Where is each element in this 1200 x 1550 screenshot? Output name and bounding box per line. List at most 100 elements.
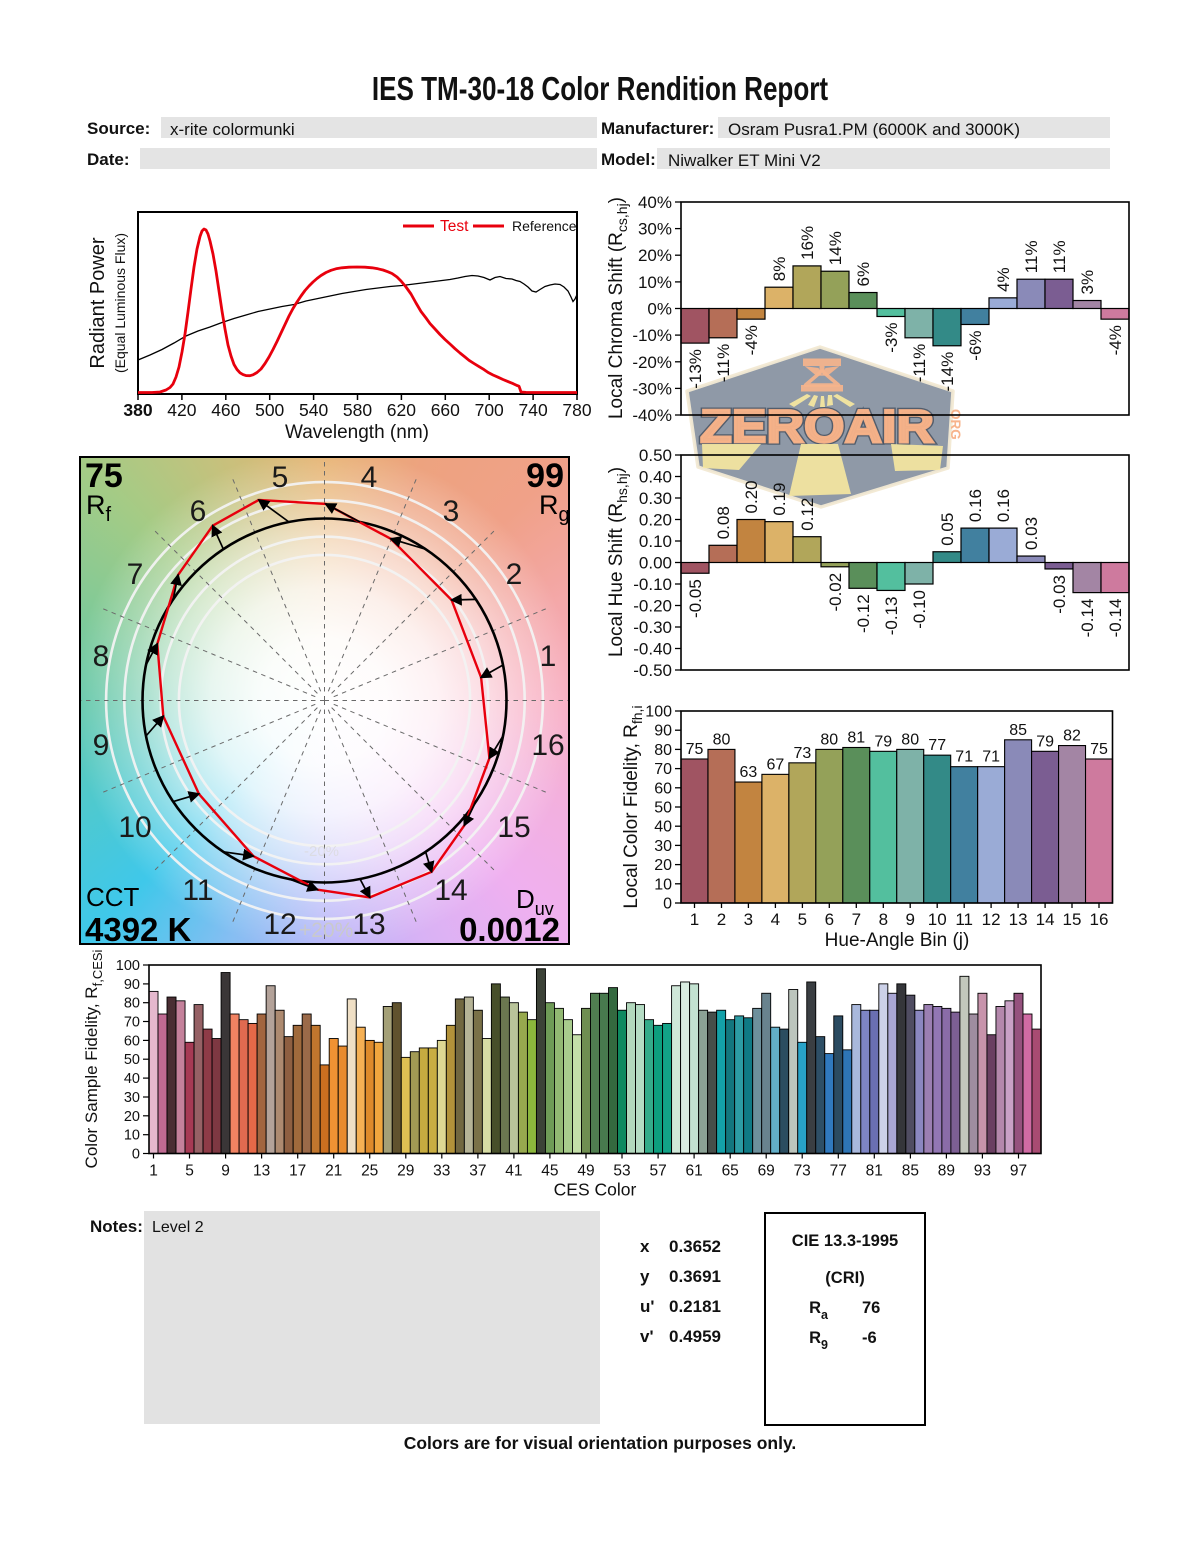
svg-text:-0.10: -0.10 [910,590,929,629]
svg-text:1: 1 [690,910,699,929]
svg-text:81: 81 [866,1163,883,1180]
svg-text:9: 9 [905,910,914,929]
svg-text:40: 40 [124,1071,140,1087]
svg-text:420: 420 [167,400,196,420]
svg-text:13: 13 [253,1163,270,1180]
svg-text:780: 780 [562,400,591,420]
svg-text:90: 90 [124,977,140,993]
svg-text:Wavelength (nm): Wavelength (nm) [285,422,429,443]
svg-text:80: 80 [124,996,140,1012]
svg-text:20%: 20% [638,246,672,265]
svg-text:-20%: -20% [632,353,672,372]
svg-text:73: 73 [794,745,812,762]
svg-text:16%: 16% [798,226,817,260]
svg-text:Hue-Angle Bin (j): Hue-Angle Bin (j) [825,930,970,951]
svg-text:93: 93 [974,1163,991,1180]
svg-text:77: 77 [928,737,946,754]
svg-text:-0.40: -0.40 [633,640,672,659]
svg-text:90: 90 [654,723,672,740]
svg-text:81: 81 [847,730,865,747]
svg-text:0.08: 0.08 [714,506,733,539]
svg-text:13: 13 [1009,910,1028,929]
svg-text:77: 77 [830,1163,847,1180]
svg-text:80: 80 [654,742,672,759]
svg-text:460: 460 [211,400,240,420]
svg-text:79: 79 [1036,733,1054,750]
svg-text:10%: 10% [638,273,672,292]
svg-text:-3%: -3% [882,323,901,353]
svg-text:70: 70 [124,1015,140,1031]
svg-text:-0.05: -0.05 [686,579,705,618]
svg-text:-14%: -14% [938,352,957,392]
svg-text:0.16: 0.16 [966,489,985,522]
svg-text:67: 67 [767,756,785,773]
svg-text:82: 82 [1063,728,1081,745]
svg-text:71: 71 [982,749,1000,766]
svg-text:6: 6 [825,910,834,929]
svg-text:69: 69 [758,1163,775,1180]
svg-text:-10%: -10% [632,326,672,345]
svg-text:CIE 13.3-1995: CIE 13.3-1995 [792,1232,898,1250]
svg-text:580: 580 [343,400,372,420]
svg-text:3: 3 [744,910,753,929]
svg-text:-0.10: -0.10 [633,575,672,594]
svg-text:-0.20: -0.20 [633,597,672,616]
svg-text:5: 5 [798,910,807,929]
svg-text:Color Sample Fidelity, Rf,CESi: Color Sample Fidelity, Rf,CESi [82,949,105,1168]
svg-text:9: 9 [93,729,110,762]
svg-text:30: 30 [124,1090,140,1106]
svg-text:57: 57 [649,1163,666,1180]
svg-text:8%: 8% [770,257,789,282]
svg-text:660: 660 [431,400,460,420]
svg-text:50: 50 [124,1052,140,1068]
svg-text:7: 7 [127,558,144,591]
svg-text:80: 80 [901,731,919,748]
svg-text:10: 10 [118,811,151,844]
svg-text:100: 100 [116,958,140,974]
svg-text:71: 71 [955,749,973,766]
svg-text:-0.50: -0.50 [633,661,672,680]
svg-text:75: 75 [85,457,123,495]
svg-text:97: 97 [1010,1163,1027,1180]
svg-text:1: 1 [149,1163,158,1180]
svg-text:85: 85 [902,1163,919,1180]
svg-text:(Equal Luminous Flux): (Equal Luminous Flux) [112,233,128,373]
svg-text:-11%: -11% [714,344,733,382]
svg-text:0.00: 0.00 [639,554,672,573]
svg-text:-0.12: -0.12 [854,594,873,633]
svg-text:2: 2 [717,910,726,929]
svg-text:53: 53 [613,1163,630,1180]
svg-text:63: 63 [740,764,758,781]
svg-text:12: 12 [263,908,296,941]
svg-text:50: 50 [654,800,672,817]
svg-text:40%: 40% [638,193,672,212]
svg-text:10: 10 [928,910,947,929]
svg-text:70: 70 [654,761,672,778]
svg-text:540: 540 [299,400,328,420]
svg-text:-6%: -6% [966,331,985,361]
svg-text:0.30: 0.30 [639,489,672,508]
svg-text:-4%: -4% [742,325,761,355]
svg-text:2: 2 [506,558,523,591]
svg-text:-13%: -13% [686,349,705,389]
svg-text:6%: 6% [854,262,873,287]
svg-text:11%: 11% [1050,240,1069,273]
svg-text:0: 0 [663,896,672,913]
svg-text:99: 99 [526,457,564,495]
svg-text:0.50: 0.50 [639,446,672,465]
svg-text:3: 3 [443,495,460,528]
svg-text:-11%: -11% [910,344,929,382]
svg-text:7: 7 [852,910,861,929]
svg-text:-0.03: -0.03 [1050,575,1069,614]
svg-text:Test: Test [440,218,469,235]
svg-text:30: 30 [654,838,672,855]
svg-text:4: 4 [771,910,780,929]
svg-text:500: 500 [255,400,284,420]
svg-text:15: 15 [497,811,530,844]
svg-text:60: 60 [124,1033,140,1049]
svg-text:8: 8 [879,910,888,929]
svg-text:14: 14 [434,874,467,907]
svg-text:12: 12 [982,910,1001,929]
svg-text:-0.02: -0.02 [826,573,845,612]
svg-text:60: 60 [654,780,672,797]
